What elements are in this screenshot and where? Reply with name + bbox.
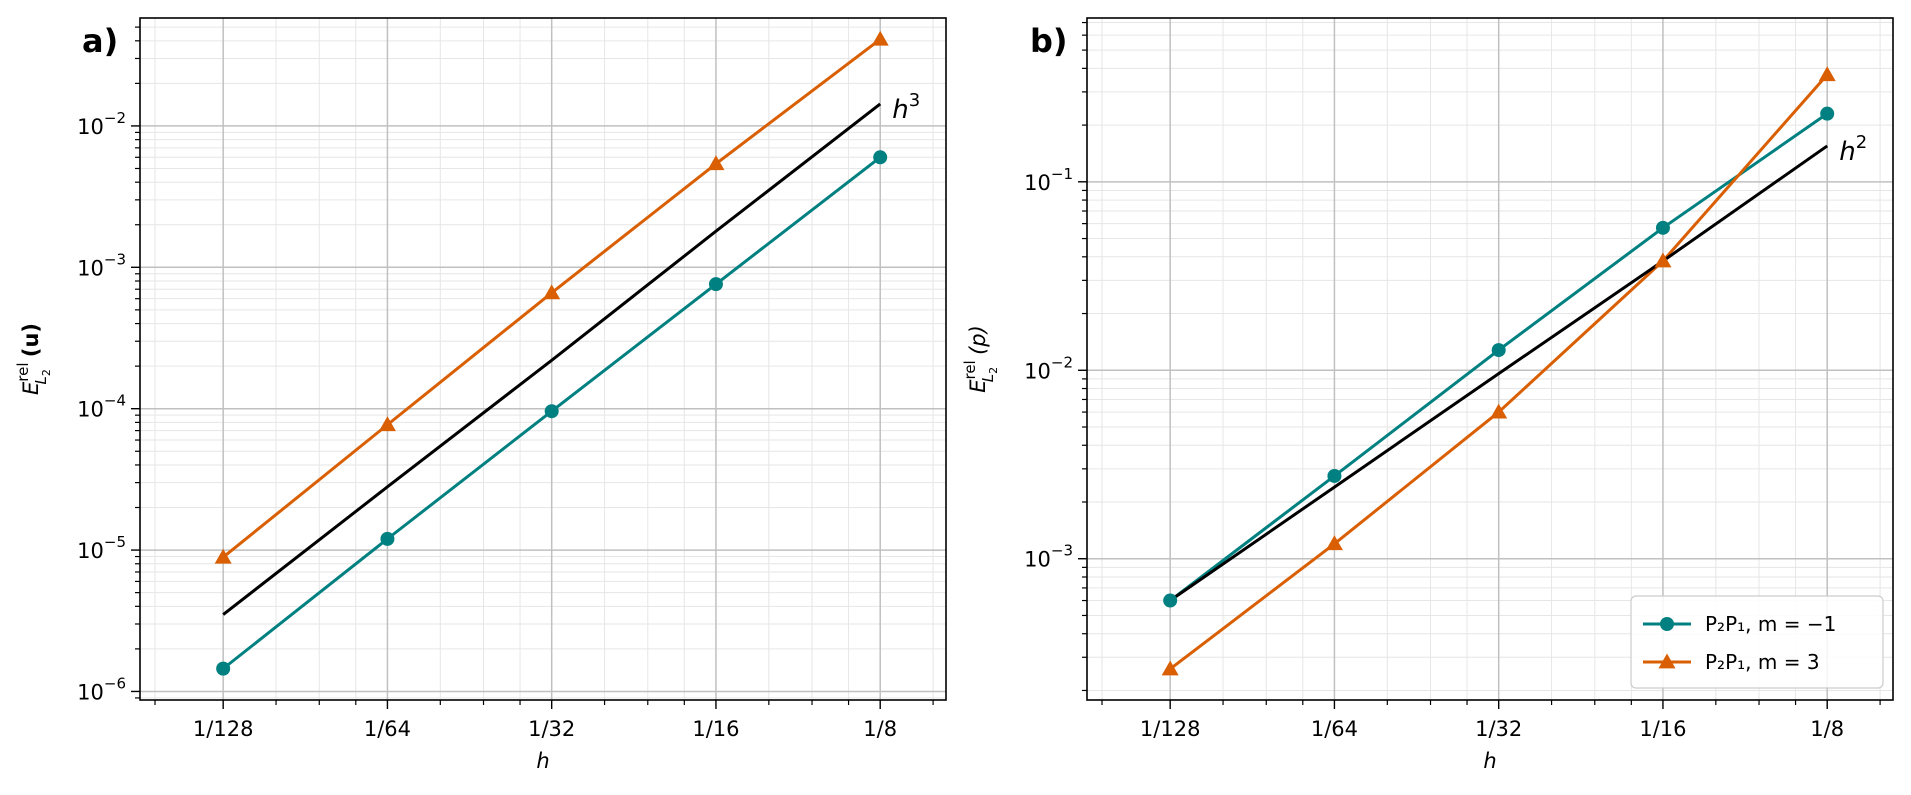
x-tick-label: 1/8 (1810, 717, 1844, 741)
data-point-m_neg1 (1163, 593, 1178, 608)
data-point-m_3 (707, 155, 725, 171)
y-axis-label: ErelL2(u) (14, 323, 53, 395)
data-point-m_neg1 (380, 531, 395, 546)
y-tick-label: 10−6 (77, 674, 126, 704)
series-line-ref (222, 102, 882, 616)
data-point-m_neg1 (1820, 106, 1835, 121)
panel-label: b) (1030, 22, 1068, 60)
series-line-ref (1169, 144, 1829, 602)
x-axis-label: h (536, 749, 549, 773)
data-point-m_neg1 (216, 661, 231, 676)
chart-panel-b: 1/128 1/64 1/32 1/16 1/8 10−3 10−2 10−1 h ErelL2(… (961, 17, 1894, 773)
legend-label: P₂P₁, m = 3 (1705, 650, 1820, 674)
axes-frame (139, 17, 947, 701)
data-point-m_neg1 (1655, 220, 1670, 235)
x-tick-label: 1/16 (692, 717, 739, 741)
legend-marker (1658, 653, 1676, 669)
legend-box (1630, 595, 1884, 689)
x-tick-label: 1/16 (1639, 717, 1686, 741)
legend: P₂P₁, m = −1 P₂P₁, m = 3 (1630, 595, 1884, 689)
y-tick-label: 10−3 (77, 250, 126, 280)
x-tick-label: 1/128 (1140, 717, 1201, 741)
data-point-m_3 (871, 30, 889, 46)
data-point-m_3 (378, 416, 396, 432)
legend-marker (1660, 617, 1674, 631)
data-point-m_3 (543, 284, 561, 300)
y-axis-label: ErelL2(p) (961, 325, 1000, 393)
data-point-m_3 (1818, 66, 1836, 82)
data-point-m_3 (1325, 535, 1343, 551)
x-tick-label: 1/64 (1311, 717, 1358, 741)
grid (140, 18, 946, 700)
y-tick-label: 10−3 (1024, 542, 1073, 572)
x-tick-label: 1/32 (1475, 717, 1522, 741)
data-point-m_neg1 (708, 277, 723, 292)
y-tick-label: 10−5 (77, 533, 126, 563)
data-point-m_neg1 (544, 404, 559, 419)
data-point-m_3 (1490, 403, 1508, 419)
plot-area (214, 30, 889, 676)
reference-slope-label: h3 (892, 90, 920, 125)
y-tick-label: 10−1 (1024, 165, 1073, 195)
chart-panel-a: 1/128 1/64 1/32 1/16 1/8 10−6 10−5 10−4 10−3 10−2… (14, 17, 947, 773)
data-point-m_3 (1654, 252, 1672, 268)
data-point-m_neg1 (873, 150, 888, 165)
legend-label: P₂P₁, m = −1 (1705, 612, 1836, 636)
x-tick-label: 1/64 (364, 717, 411, 741)
axes-frame (1086, 17, 1894, 701)
x-tick-label: 1/128 (193, 717, 254, 741)
panel-label: a) (82, 22, 118, 60)
data-point-m_neg1 (1491, 343, 1506, 358)
x-tick-label: 1/8 (863, 717, 897, 741)
y-tick-label: 10−2 (77, 109, 126, 139)
x-tick-label: 1/32 (528, 717, 575, 741)
data-point-m_3 (214, 548, 232, 564)
data-point-m_neg1 (1327, 468, 1342, 483)
x-axis-label: h (1483, 749, 1496, 773)
y-tick-label: 10−2 (1024, 353, 1073, 383)
data-point-m_3 (1161, 660, 1179, 676)
y-tick-label: 10−4 (77, 392, 126, 422)
reference-slope-label: h2 (1839, 132, 1867, 167)
plot-area (1161, 66, 1836, 676)
